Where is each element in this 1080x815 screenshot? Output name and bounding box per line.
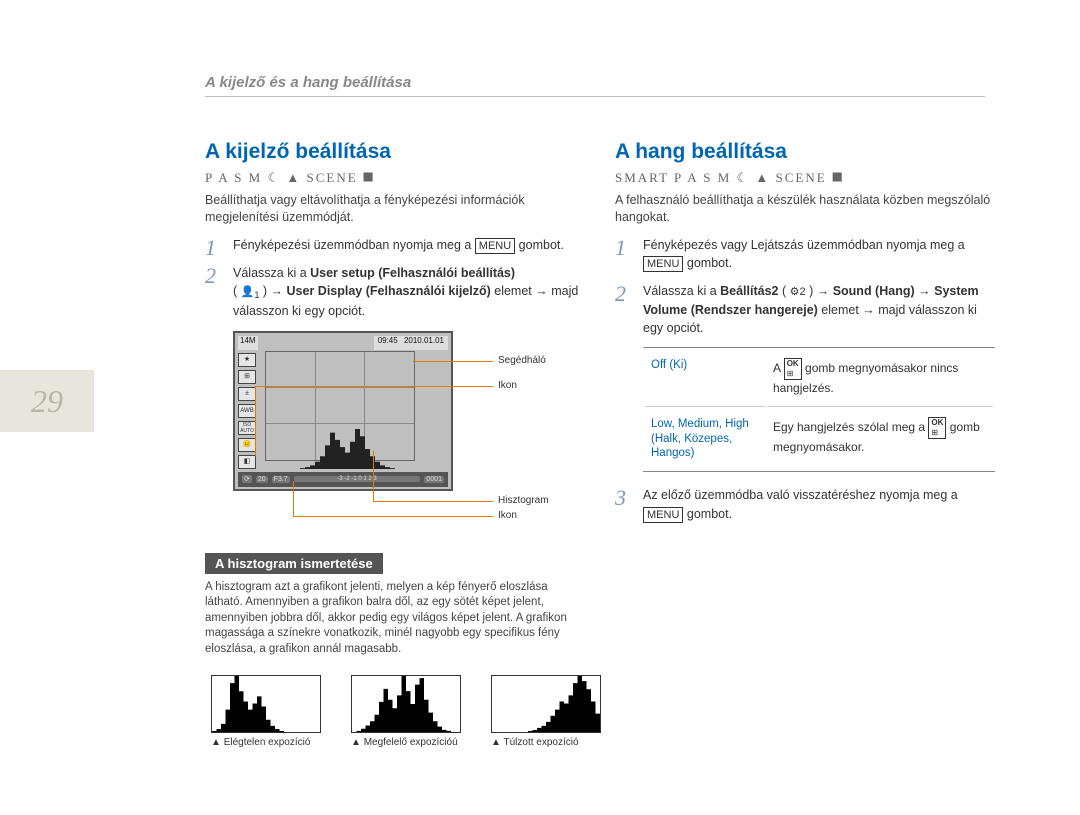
right-step-2: Válassza ki a Beállítás2 ( ⚙2 ) → Sound … (615, 282, 995, 472)
histogram-examples: Elégtelen expozíció Megfelelő expozícióú… (211, 675, 585, 748)
lcd-icon: ⊞ (238, 370, 256, 384)
camera-lcd: 14M 09:45 2010.01.01 ★ ⊞ ± AWB ISO AUTO … (233, 331, 453, 491)
lcd-bottom-bar: ⟳ 20 F3.7 -3 -2 -1 0 1 2 3 0001 (238, 472, 448, 487)
left-steps: Fényképezési üzemmódban nyomja meg a MEN… (205, 236, 585, 321)
text: Egy hangjelzés szólal meg a (773, 420, 928, 434)
text: Válassza ki a (643, 284, 720, 298)
table-row: Off (Ki) A OK⊞ gomb megnyomásakor nincs … (645, 350, 993, 406)
hist-caption: Elégtelen expozíció (211, 737, 321, 748)
left-column: A kijelző beállítása P A S M ☾ ▲ SCENE ⯀… (205, 140, 585, 748)
callout-line (373, 501, 493, 502)
menu-button: MENU (643, 256, 683, 272)
menu-button: MENU (643, 507, 683, 523)
text: gombot. (687, 256, 732, 270)
lcd-icon: ★ (238, 353, 256, 367)
hist-under: Elégtelen expozíció (211, 675, 321, 748)
text: ( (233, 284, 241, 298)
right-intro: A felhasználó beállíthatja a készülék ha… (615, 192, 995, 226)
lcd-date: 2010.01.01 (402, 336, 446, 345)
lcd-fstop: F3.7 (272, 476, 290, 483)
callout-line (255, 386, 256, 456)
right-title: A hang beállítása (615, 140, 995, 164)
lcd-icon: ISO AUTO (238, 421, 256, 435)
lcd-icon: ± (238, 387, 256, 401)
text: Fényképezés vagy Lejátszás üzemmódban ny… (643, 238, 965, 252)
callout-line (255, 386, 493, 387)
lcd-side-icons: ★ ⊞ ± AWB ISO AUTO 😐 ◧ (238, 353, 262, 472)
ok-button-icon: OK⊞ (928, 417, 946, 439)
text-bold: Sound (Hang) (833, 284, 915, 298)
left-step-1: Fényképezési üzemmódban nyomja meg a MEN… (205, 236, 585, 254)
left-step-2: Válassza ki a User setup (Felhasználói b… (205, 264, 585, 321)
lcd-icon: 😐 (238, 438, 256, 452)
callout-line (293, 481, 294, 516)
table-row: Low, Medium, High (Halk, Közepes, Hangos… (645, 409, 993, 470)
hist-caption: Túlzott expozíció (491, 737, 601, 748)
menu-button: MENU (475, 238, 515, 254)
lcd-figure: 14M 09:45 2010.01.01 ★ ⊞ ± AWB ISO AUTO … (233, 331, 585, 541)
text: A (773, 361, 784, 375)
callout-grid: Segédháló (498, 355, 546, 366)
left-title: A kijelző beállítása (205, 140, 585, 164)
lcd-icon: ◧ (238, 455, 256, 469)
text: → (918, 284, 934, 298)
text: gombot. (687, 507, 732, 521)
option-key: Low, Medium, High (Halk, Közepes, Hangos… (645, 409, 765, 470)
text: ) → (809, 284, 833, 298)
callout-icon: Ikon (498, 380, 517, 391)
text-bold: User Display (Felhasználói kijelző) (287, 284, 491, 298)
page-number-tab: 29 (0, 370, 94, 432)
lcd-icon: AWB (238, 404, 256, 418)
right-steps: Fényképezés vagy Lejátszás üzemmódban ny… (615, 236, 995, 523)
callout-hist: Hisztogram (498, 495, 549, 506)
person-icon: 👤1 (241, 286, 260, 298)
text: ( (782, 284, 790, 298)
callout-line (293, 516, 493, 517)
left-modeline: P A S M ☾ ▲ SCENE ⯀ (205, 170, 585, 186)
right-step-3: Az előző üzemmódba való visszatéréshez n… (615, 486, 995, 522)
text: gombot. (519, 238, 564, 252)
histogram-explanation: A hisztogram azt a grafikont jelenti, me… (205, 580, 585, 658)
option-value: Egy hangjelzés szólal meg a OK⊞ gomb meg… (767, 409, 993, 470)
ok-button-icon: OK⊞ (784, 358, 802, 380)
hist-caption: Megfelelő expozícióú (351, 737, 461, 748)
lcd-time: 09:45 (376, 336, 400, 345)
lcd-top-bar: 14M 09:45 2010.01.01 (238, 336, 448, 350)
text: Az előző üzemmódba való visszatéréshez n… (643, 488, 958, 502)
page-header: A kijelző és a hang beállítása (205, 74, 411, 91)
hist-ok: Megfelelő expozícióú (351, 675, 461, 748)
header-rule (205, 96, 985, 97)
callout-icon2: Ikon (498, 510, 517, 521)
lcd-shots: 20 (256, 476, 268, 483)
icon-sub: 1 (254, 290, 259, 300)
right-modeline: SMART P A S M ☾ ▲ SCENE ⯀ (615, 170, 995, 186)
lcd-res: 14M (238, 336, 258, 350)
lcd-histogram (295, 429, 415, 469)
gear-icon: ⚙2 (790, 286, 806, 298)
callout-line (413, 361, 493, 362)
option-value: A OK⊞ gomb megnyomásakor nincs hangjelzé… (767, 350, 993, 406)
lcd-exp-scale: -3 -2 -1 0 1 2 3 (294, 476, 421, 482)
text: ) → (263, 284, 287, 298)
histogram-subheading: A hisztogram ismertetése (205, 553, 383, 574)
lcd-count: 0001 (424, 476, 444, 483)
right-step-1: Fényképezés vagy Lejátszás üzemmódban ny… (615, 236, 995, 272)
text-bold: Beállítás2 (720, 284, 778, 298)
left-intro: Beállíthatja vagy eltávolíthatja a fényk… (205, 192, 585, 226)
callout-line (373, 451, 374, 501)
text: Fényképezési üzemmódban nyomja meg a (233, 238, 475, 252)
hist-over: Túlzott expozíció (491, 675, 601, 748)
option-key: Off (Ki) (645, 350, 765, 406)
options-table: Off (Ki) A OK⊞ gomb megnyomásakor nincs … (643, 347, 995, 472)
right-column: A hang beállítása SMART P A S M ☾ ▲ SCEN… (615, 140, 995, 533)
text-bold: User setup (Felhasználói beállítás) (310, 266, 515, 280)
text: Válassza ki a (233, 266, 310, 280)
